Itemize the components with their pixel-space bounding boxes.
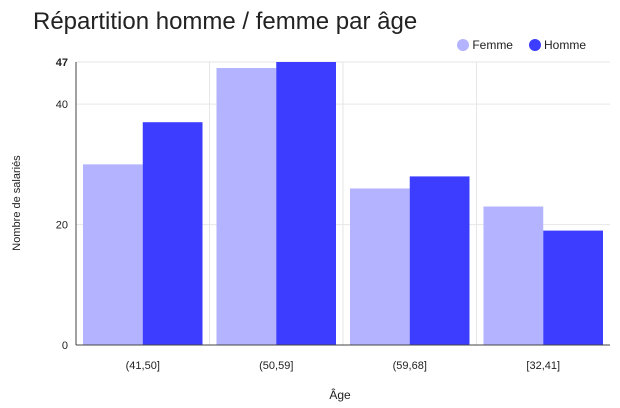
y-tick-label: 20 xyxy=(56,220,68,232)
legend: Femme Homme xyxy=(457,38,586,52)
y-axis-title: Nombre de salariés xyxy=(11,155,23,251)
legend-item-femme[interactable]: Femme xyxy=(457,38,513,52)
bar-homme-0 xyxy=(142,122,203,345)
legend-label-femme: Femme xyxy=(472,38,513,52)
axes: 0 20 40 47 (41,50] (50,59] (59,68] [32,41] xyxy=(56,57,610,372)
chart-title: Répartition homme / femme par âge xyxy=(33,8,418,35)
x-tick-label: [32,41] xyxy=(526,360,560,372)
legend-swatch-femme xyxy=(457,39,470,51)
bar-femme-0 xyxy=(83,164,143,345)
y-tick-label: 47 xyxy=(56,57,68,69)
x-tick-label: (41,50] xyxy=(126,360,160,372)
legend-label-homme: Homme xyxy=(543,38,586,52)
bar-femme-2 xyxy=(350,188,410,345)
bar-femme-1 xyxy=(216,68,277,346)
bar-homme-1 xyxy=(276,62,336,345)
bar-homme-3 xyxy=(543,230,603,345)
x-axis-title: Âge xyxy=(329,387,351,402)
y-tick-label: 40 xyxy=(56,99,68,111)
x-tick-label: (59,68] xyxy=(393,360,427,372)
bars xyxy=(83,62,603,346)
legend-swatch-homme xyxy=(528,39,541,51)
y-tick-label: 0 xyxy=(62,340,68,352)
x-tick-label: (50,59] xyxy=(259,360,293,372)
bar-homme-2 xyxy=(409,176,470,345)
legend-item-homme[interactable]: Homme xyxy=(528,38,586,52)
bar-femme-3 xyxy=(483,206,544,345)
